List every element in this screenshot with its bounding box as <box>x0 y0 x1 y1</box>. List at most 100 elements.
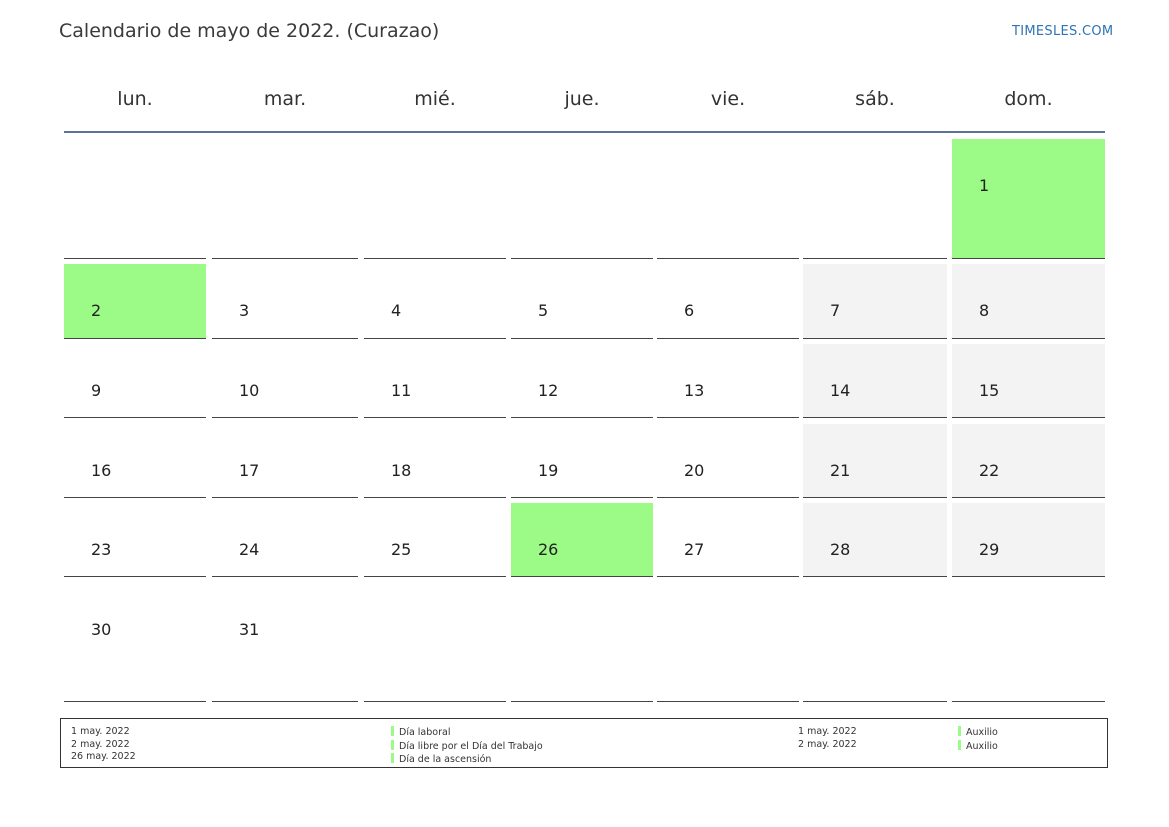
day-cell: 27 <box>657 503 799 577</box>
day-number: 14 <box>830 381 851 400</box>
day-cell: 4 <box>364 264 506 339</box>
day-cell: 16 <box>64 424 206 498</box>
day-cell <box>803 583 947 702</box>
day-cell: 10 <box>212 344 358 418</box>
weekday-tue: mar. <box>263 88 307 110</box>
holiday-color-mark <box>958 726 961 736</box>
day-cell <box>952 583 1105 702</box>
legend-date: 2 may. 2022 <box>71 738 130 750</box>
day-cell: 11 <box>364 344 506 418</box>
day-cell <box>64 139 206 259</box>
legend-date: 1 may. 2022 <box>71 726 130 737</box>
day-cell: 2 <box>64 264 206 339</box>
holiday-color-mark <box>958 739 961 750</box>
day-number: 4 <box>391 301 402 320</box>
day-number: 8 <box>979 301 990 320</box>
day-number: 27 <box>684 540 705 559</box>
day-cell <box>364 583 506 702</box>
day-cell: 19 <box>511 424 653 498</box>
day-number: 10 <box>239 381 260 400</box>
legend-type: Auxilio <box>966 727 998 738</box>
legend-date: 1 may. 2022 <box>798 726 857 737</box>
day-number: 31 <box>239 620 260 639</box>
weekday-header: lun. mar. mié. jue. vie. sáb. dom. <box>0 88 1169 112</box>
day-cell: 9 <box>64 344 206 418</box>
day-cell: 23 <box>64 503 206 577</box>
day-number: 24 <box>239 540 260 559</box>
day-cell: 30 <box>64 583 206 702</box>
day-number: 17 <box>239 461 260 480</box>
holiday-legend: 1 may. 2022 2 may. 2022 26 may. 2022 Día… <box>60 718 1108 768</box>
day-cell <box>803 139 947 259</box>
day-cell: 18 <box>364 424 506 498</box>
day-number: 15 <box>979 381 1000 400</box>
day-number: 7 <box>830 301 841 320</box>
day-cell: 22 <box>952 424 1105 498</box>
day-number: 29 <box>979 540 1000 559</box>
legend-holiday-name: Día laboral <box>399 727 451 738</box>
weekday-fri: vie. <box>710 88 746 110</box>
legend-types: Auxilio Auxilio <box>958 726 998 753</box>
weekday-thu: jue. <box>564 88 600 110</box>
day-number: 25 <box>391 540 412 559</box>
day-number: 16 <box>91 461 112 480</box>
legend-extra-dates: 1 may. 2022 2 may. 2022 <box>798 726 857 751</box>
day-cell: 21 <box>803 424 947 498</box>
day-cell: 29 <box>952 503 1105 577</box>
legend-date: 26 may. 2022 <box>71 751 136 762</box>
day-cell: 1 <box>952 139 1105 259</box>
day-number: 19 <box>538 461 559 480</box>
day-cell: 31 <box>212 583 358 702</box>
day-number: 18 <box>391 461 412 480</box>
day-cell <box>364 139 506 259</box>
legend-date: 2 may. 2022 <box>798 738 857 750</box>
day-number: 9 <box>91 381 102 400</box>
weekday-sat: sáb. <box>855 88 895 110</box>
day-number: 22 <box>979 461 1000 480</box>
day-cell: 20 <box>657 424 799 498</box>
day-cell: 3 <box>212 264 358 339</box>
day-cell <box>657 583 799 702</box>
holiday-color-mark <box>391 753 394 763</box>
day-cell <box>657 139 799 259</box>
day-cell: 26 <box>511 503 653 577</box>
weekday-mon: lun. <box>117 88 153 110</box>
day-number: 26 <box>538 540 559 559</box>
day-number: 3 <box>239 301 250 320</box>
day-cell: 8 <box>952 264 1105 339</box>
page-title: Calendario de mayo de 2022. (Curazao) <box>59 20 440 42</box>
day-number: 5 <box>538 301 549 320</box>
holiday-color-mark <box>391 726 394 736</box>
holiday-color-mark <box>391 739 394 750</box>
day-number: 12 <box>538 381 559 400</box>
day-cell: 14 <box>803 344 947 418</box>
legend-holiday-name: Día de la ascensión <box>399 754 492 765</box>
day-number: 30 <box>91 620 112 639</box>
day-cell: 6 <box>657 264 799 339</box>
day-number: 1 <box>979 176 990 195</box>
day-cell: 25 <box>364 503 506 577</box>
day-cell: 28 <box>803 503 947 577</box>
day-cell: 15 <box>952 344 1105 418</box>
day-number: 11 <box>391 381 412 400</box>
day-cell: 12 <box>511 344 653 418</box>
day-number: 6 <box>684 301 695 320</box>
legend-type: Auxilio <box>966 740 998 752</box>
day-number: 21 <box>830 461 851 480</box>
legend-dates: 1 may. 2022 2 may. 2022 26 may. 2022 <box>71 726 136 764</box>
legend-names: Día laboral Día libre por el Día del Tra… <box>391 726 543 767</box>
day-number: 20 <box>684 461 705 480</box>
day-number: 2 <box>91 301 102 320</box>
brand-link[interactable]: TIMESLES.COM <box>1012 24 1114 39</box>
day-cell <box>511 139 653 259</box>
day-number: 13 <box>684 381 705 400</box>
header-divider <box>64 131 1105 133</box>
day-cell: 13 <box>657 344 799 418</box>
day-cell: 7 <box>803 264 947 339</box>
weekday-sun: dom. <box>1004 88 1053 110</box>
day-cell <box>212 139 358 259</box>
day-cell: 5 <box>511 264 653 339</box>
weekday-wed: mié. <box>414 88 456 110</box>
day-cell <box>511 583 653 702</box>
day-number: 28 <box>830 540 851 559</box>
